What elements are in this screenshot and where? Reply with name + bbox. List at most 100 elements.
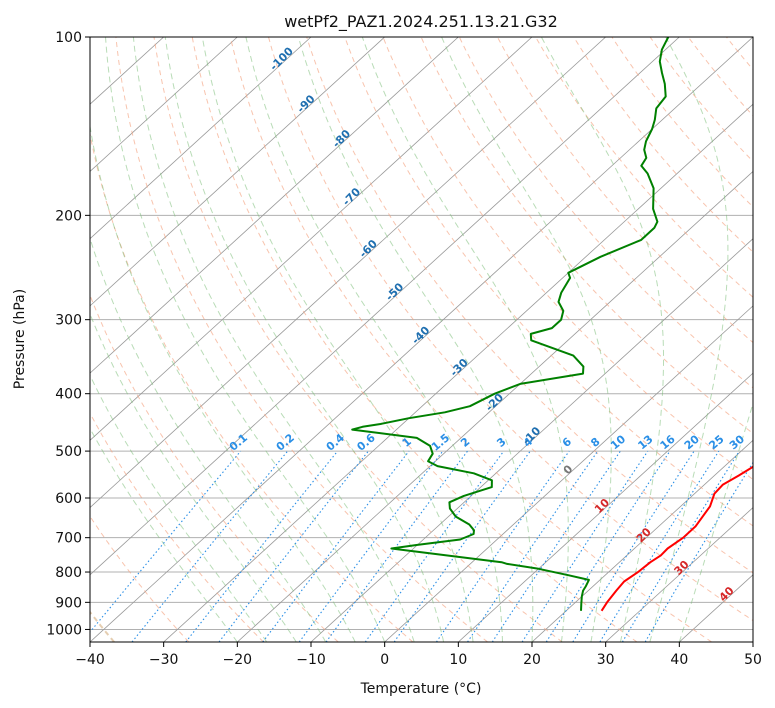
isotherm bbox=[605, 507, 753, 642]
moist-adiabat bbox=[297, 37, 534, 642]
moist-adiabat bbox=[678, 401, 753, 642]
moist-adiabat bbox=[361, 37, 569, 642]
mixing-ratio-label: 3 bbox=[494, 435, 508, 450]
mixing-ratio-line bbox=[185, 450, 339, 642]
dry-adiabat bbox=[382, 37, 753, 481]
dry-adiabat-label: -60 bbox=[357, 237, 380, 260]
mixing-ratio-line bbox=[435, 450, 570, 642]
moist-adiabat bbox=[90, 123, 356, 642]
dry-adiabat-label: -30 bbox=[448, 356, 471, 379]
x-tick-label: −20 bbox=[223, 652, 253, 668]
dry-adiabat bbox=[306, 37, 753, 574]
isotherm bbox=[752, 641, 753, 642]
isotherm bbox=[90, 37, 312, 240]
mixing-ratio-line bbox=[90, 450, 242, 633]
y-tick-label: 900 bbox=[55, 595, 82, 611]
mixing-ratio-line bbox=[393, 450, 531, 642]
x-tick-label: 40 bbox=[670, 652, 688, 668]
plot-frame bbox=[89, 36, 754, 643]
moist-adiabat bbox=[90, 312, 297, 642]
y-tick-label: 400 bbox=[55, 387, 82, 403]
dry-adiabat bbox=[153, 37, 563, 642]
isotherm bbox=[163, 103, 753, 642]
y-tick-label: 1000 bbox=[46, 622, 82, 638]
mixing-ratio-label: 0.1 bbox=[227, 431, 250, 453]
dry-adiabat bbox=[725, 37, 753, 71]
isotherm bbox=[90, 37, 606, 509]
x-tick-label: 50 bbox=[744, 652, 762, 668]
y-tick-label: 500 bbox=[55, 444, 82, 460]
x-tick-label: 0 bbox=[380, 652, 389, 668]
x-tick-label: 30 bbox=[597, 652, 615, 668]
mixing-ratio-line bbox=[467, 450, 599, 642]
mixing-ratio-line bbox=[545, 450, 671, 642]
moist-adiabat bbox=[132, 37, 415, 642]
dry-adiabat bbox=[90, 515, 190, 642]
dry-adiabat bbox=[458, 37, 753, 389]
isotherm bbox=[90, 37, 533, 441]
x-tick-label: −30 bbox=[149, 652, 179, 668]
plot-lines bbox=[90, 24, 775, 642]
x-tick-label: 20 bbox=[523, 652, 541, 668]
dry-adiabat bbox=[229, 37, 712, 642]
isotherm bbox=[90, 37, 238, 172]
dry-adiabat bbox=[496, 37, 753, 344]
dry-adiabat bbox=[687, 37, 753, 117]
plot-area: 0.1 0.2 0.4 0.6 1 1.5 2 3 4 6 8 10 13 16 20 25 30-100-90… bbox=[90, 24, 775, 642]
y-tick-label: 600 bbox=[55, 491, 82, 507]
mixing-ratio-label: 0.2 bbox=[274, 431, 297, 453]
dry-adiabat-label: -70 bbox=[340, 185, 363, 208]
mixing-ratio-line bbox=[364, 450, 505, 642]
isotherm bbox=[384, 305, 753, 642]
x-tick-label: 10 bbox=[449, 652, 467, 668]
isotherm bbox=[90, 37, 459, 374]
mixing-ratio-line bbox=[491, 450, 621, 642]
moist-adiabat bbox=[245, 37, 503, 642]
isotherm bbox=[531, 439, 753, 642]
dry-adiabat bbox=[90, 131, 414, 642]
y-tick-label: 100 bbox=[55, 30, 82, 46]
moist-adiabat-label: 40 bbox=[717, 584, 737, 604]
dry-adiabat-label: -80 bbox=[330, 127, 353, 150]
dry-adiabat bbox=[191, 37, 638, 642]
moist-adiabat bbox=[90, 236, 327, 642]
mixing-ratio-label: 16 bbox=[658, 432, 678, 452]
mixing-ratio-line bbox=[131, 450, 289, 642]
dry-adiabat bbox=[420, 37, 753, 435]
moist-adiabat-label: 30 bbox=[672, 558, 692, 578]
dry-adiabat bbox=[754, 24, 775, 642]
mixing-ratio-label: 0.6 bbox=[355, 431, 379, 454]
mixing-ratio-line bbox=[621, 450, 740, 642]
isotherm bbox=[90, 37, 385, 307]
y-axis-label: Pressure (hPa) bbox=[12, 289, 28, 389]
mixing-ratio-label: 0.4 bbox=[324, 431, 348, 454]
dry-adiabat bbox=[115, 37, 488, 642]
moist-adiabat-label: 20 bbox=[634, 525, 654, 545]
isotherm bbox=[90, 37, 753, 642]
dry-adiabat-label: -90 bbox=[294, 92, 317, 115]
moist-adiabat bbox=[164, 37, 445, 642]
chart-title: wetPf2_PAZ1.2024.251.13.21.G32 bbox=[284, 12, 558, 32]
moist-adiabat bbox=[105, 37, 386, 642]
dry-adiabat bbox=[90, 412, 264, 642]
mixing-ratio-line bbox=[298, 450, 444, 642]
isotherm bbox=[237, 170, 753, 642]
dry-adiabat bbox=[344, 37, 753, 527]
dry-adiabat bbox=[90, 293, 339, 642]
x-axis: −40 −30 −20 −10 0 10 20 30 40 50 bbox=[75, 642, 762, 668]
moist-adiabat bbox=[201, 37, 474, 642]
dry-adiabat bbox=[267, 37, 753, 622]
y-tick-label: 800 bbox=[55, 565, 82, 581]
y-tick-label: 300 bbox=[55, 313, 82, 329]
moist-adiabat bbox=[441, 37, 612, 642]
y-axis: 100 200 300 400 500 600 700 800 900 1000 bbox=[46, 30, 90, 638]
moist-adiabat bbox=[90, 427, 238, 642]
x-axis-label: Temperature (°C) bbox=[360, 681, 482, 697]
dry-adiabat bbox=[649, 37, 753, 163]
moist-adiabat bbox=[649, 37, 729, 642]
temperature-profile bbox=[600, 465, 753, 612]
y-tick-label: 700 bbox=[55, 531, 82, 547]
x-tick-label: −40 bbox=[75, 652, 105, 668]
